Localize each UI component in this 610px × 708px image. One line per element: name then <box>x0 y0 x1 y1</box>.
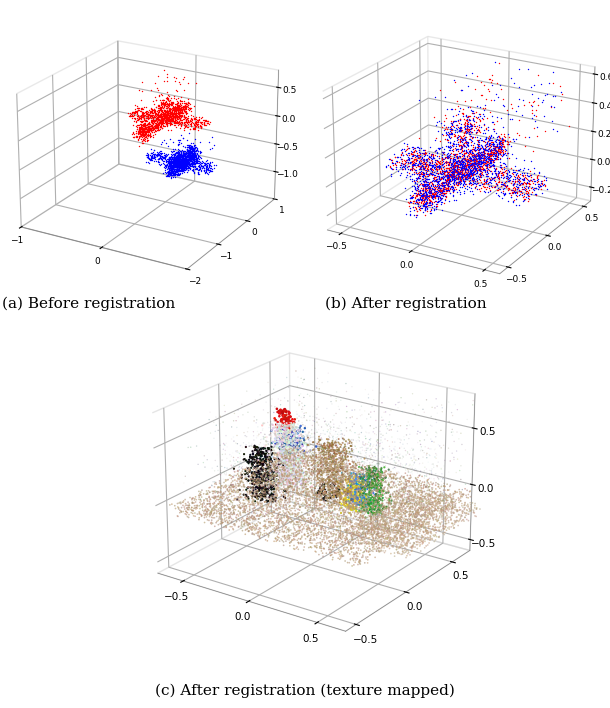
Text: (a) Before registration: (a) Before registration <box>2 297 175 311</box>
Text: (c) After registration (texture mapped): (c) After registration (texture mapped) <box>155 684 455 698</box>
Text: (b) After registration: (b) After registration <box>325 297 486 311</box>
